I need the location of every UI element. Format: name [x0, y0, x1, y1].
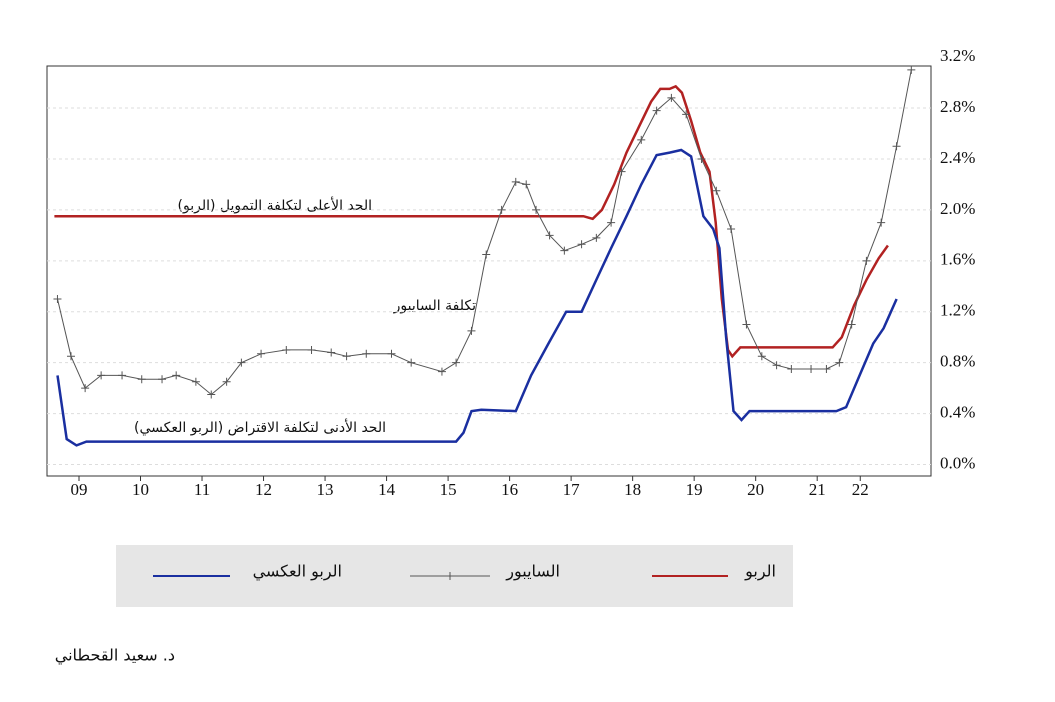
point-marker: [237, 358, 246, 367]
annotation: تكلفة السايبور: [393, 298, 476, 314]
point-marker: [727, 224, 736, 233]
point-marker: [81, 384, 90, 393]
point-marker: [652, 106, 661, 115]
point-marker: [137, 375, 146, 384]
point-marker: [222, 377, 231, 386]
x-tick-label: 21: [809, 480, 826, 499]
legend-marker: [446, 572, 454, 580]
annotation: الحد الأعلى لتكلفة التمويل (الربو): [178, 196, 372, 214]
point-marker: [607, 218, 616, 227]
y-tick-label: 2.8%: [940, 97, 975, 116]
series-line: [57, 69, 912, 396]
x-tick-label: 19: [686, 480, 703, 499]
point-marker: [560, 246, 569, 255]
y-tick-label: 0.8%: [940, 352, 975, 371]
x-tick-label: 20: [747, 480, 764, 499]
point-marker: [757, 352, 766, 361]
x-tick-label: 18: [624, 480, 641, 499]
x-tick-label: 17: [563, 480, 581, 499]
x-tick-label: 12: [255, 480, 272, 499]
point-marker: [437, 367, 446, 376]
point-marker: [497, 205, 506, 214]
point-marker: [342, 352, 351, 361]
author: د. سعيد القحطاني: [55, 646, 175, 666]
point-marker: [118, 371, 127, 380]
series-line: [54, 84, 889, 359]
point-marker: [697, 154, 706, 163]
y-tick-label: 1.6%: [940, 250, 975, 269]
point-marker: [207, 390, 216, 399]
x-tick-label: 14: [378, 480, 396, 499]
y-tick-label: 2.4%: [940, 148, 975, 167]
point-marker: [742, 320, 751, 329]
x-tick-label: 13: [317, 480, 334, 499]
point-marker: [772, 361, 781, 370]
y-tick-label: 2.0%: [940, 199, 975, 218]
point-marker: [835, 358, 844, 367]
legend-label: الربو العكسي: [253, 562, 342, 582]
point-marker: [787, 365, 796, 374]
point-marker: [53, 295, 62, 304]
legend-label: السايبور: [505, 562, 560, 582]
point-marker: [877, 218, 886, 227]
annotation: الحد الأدنى لتكلفة الاقتراض (الربو العكس…: [134, 418, 386, 436]
x-tick-label: 11: [194, 480, 210, 499]
legend-label: الربو: [744, 562, 776, 582]
point-marker: [257, 349, 266, 358]
x-tick-label: 09: [70, 480, 87, 499]
x-tick-label: 16: [501, 480, 518, 499]
point-marker: [807, 365, 816, 374]
point-marker: [592, 233, 601, 242]
point-marker: [307, 345, 316, 354]
point-marker: [682, 110, 691, 119]
point-marker: [892, 142, 901, 151]
point-marker: [532, 205, 541, 214]
point-marker: [511, 177, 520, 186]
point-marker: [407, 358, 416, 367]
point-marker: [667, 93, 676, 102]
y-tick-label: 1.2%: [940, 301, 975, 320]
point-marker: [362, 349, 371, 358]
point-marker: [545, 231, 554, 240]
point-marker: [452, 358, 461, 367]
y-tick-label: 3.2%: [940, 46, 975, 65]
y-tick-label: 0.0%: [940, 453, 975, 472]
point-marker: [577, 240, 586, 249]
x-tick-label: 15: [440, 480, 457, 499]
point-marker: [617, 167, 626, 176]
point-marker: [482, 250, 491, 259]
x-tick-label: 10: [132, 480, 149, 499]
point-marker: [712, 186, 721, 195]
point-marker: [637, 135, 646, 144]
series-line: [56, 148, 898, 447]
x-tick-label: 22: [852, 480, 869, 499]
point-marker: [327, 348, 336, 357]
point-marker: [822, 365, 831, 374]
point-marker: [191, 377, 200, 386]
point-marker: [847, 320, 856, 329]
point-marker: [467, 326, 476, 335]
point-marker: [172, 371, 181, 380]
point-marker: [907, 65, 916, 74]
plot-frame: [46, 65, 932, 477]
point-marker: [158, 375, 167, 384]
point-marker: [66, 352, 75, 361]
point-marker: [282, 345, 291, 354]
y-tick-label: 0.4%: [940, 403, 975, 422]
point-marker: [97, 371, 106, 380]
point-marker: [387, 349, 396, 358]
point-marker: [862, 256, 871, 265]
point-marker: [522, 180, 531, 189]
